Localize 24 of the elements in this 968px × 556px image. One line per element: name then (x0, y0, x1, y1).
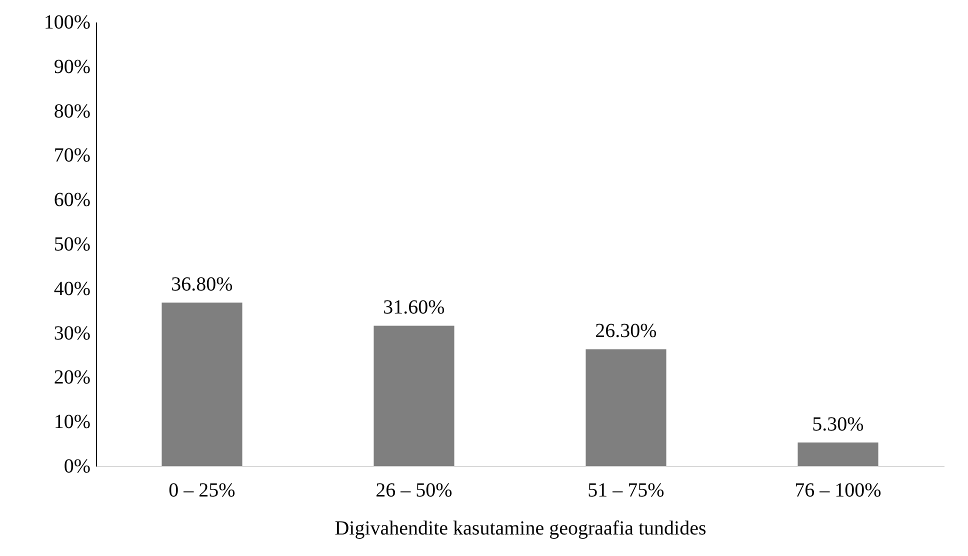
y-tick-label: 40% (54, 278, 90, 300)
x-tick-label: 0 – 25% (168, 480, 236, 502)
x-tick-label: 76 – 100% (794, 480, 882, 502)
bar (162, 302, 242, 466)
y-tick-label: 0% (64, 456, 90, 478)
bar (798, 442, 878, 466)
bar (586, 349, 666, 466)
y-tick-label: 20% (54, 366, 90, 389)
y-tick-label: 70% (54, 144, 90, 167)
data-label: 36.80% (171, 274, 233, 296)
y-tick-label: 30% (54, 322, 90, 344)
y-tick-label: 10% (54, 411, 90, 434)
bar (374, 326, 454, 466)
y-tick-label: 90% (54, 56, 90, 78)
y-tick-label: 100% (44, 12, 90, 34)
x-tick-label: 51 – 75% (588, 480, 664, 502)
y-tick-label: 50% (54, 234, 90, 256)
y-tick-label: 80% (54, 100, 90, 122)
y-tick-label: 60% (54, 189, 90, 212)
x-tick-label: 26 – 50% (376, 480, 452, 502)
data-label: 26.30% (595, 320, 657, 342)
x-axis-title: Digivahendite kasutamine geograafia tundides (334, 518, 706, 540)
data-label: 5.30% (812, 413, 864, 436)
data-label: 31.60% (383, 296, 445, 319)
